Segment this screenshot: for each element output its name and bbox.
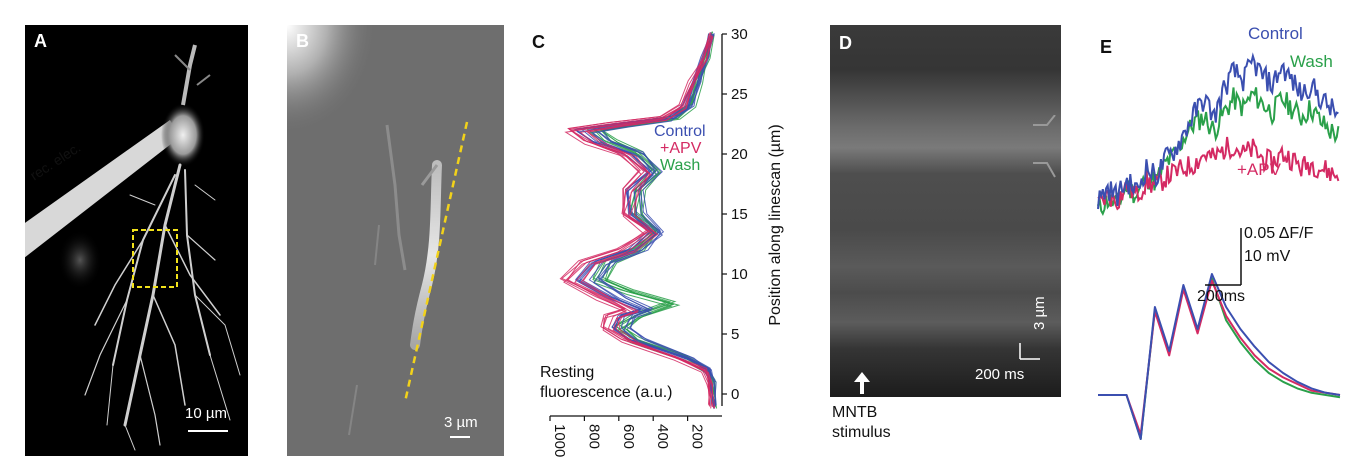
scale-label-a: 10 µm bbox=[185, 405, 227, 422]
panel-c-xlabel-line1: Resting bbox=[540, 364, 595, 381]
c-y-tick-label: 10 bbox=[731, 266, 748, 283]
stimulus-label-line1: MNTB bbox=[832, 404, 878, 421]
c-series-line-control bbox=[594, 33, 717, 406]
panel-a: A rec. elec. 10 µm bbox=[25, 25, 248, 456]
panel-label-d: D bbox=[839, 33, 852, 53]
c-y-tick-label: 0 bbox=[731, 386, 739, 403]
panel-a-micrograph bbox=[25, 44, 241, 451]
c-y-tick-label: 5 bbox=[731, 326, 739, 343]
scale-label-d-vertical: 3 µm bbox=[1031, 296, 1048, 330]
scale-label-time: 200ms bbox=[1197, 288, 1246, 305]
panel-d-linescan bbox=[830, 25, 1061, 397]
e-voltage-trace-control bbox=[1098, 273, 1341, 440]
c-x-tick-label: 600 bbox=[620, 424, 637, 449]
panel-b-micrograph bbox=[287, 25, 470, 438]
c-legend-wash: Wash bbox=[660, 157, 700, 174]
scale-label-d-horizontal: 200 ms bbox=[975, 366, 1025, 383]
stimulus-arrow bbox=[854, 372, 870, 394]
roi-box bbox=[132, 229, 178, 288]
c-x-tick-label: 1000 bbox=[551, 424, 568, 457]
scale-label-b: 3 µm bbox=[444, 414, 478, 431]
panel-d: D 3 µm 200 ms bbox=[830, 25, 1061, 397]
legend-e-wash: Wash bbox=[1290, 52, 1333, 71]
c-y-tick-label: 15 bbox=[731, 206, 748, 223]
panel-e: E Control Wash +APV 0.05 ΔF/F 10 mV 200m… bbox=[1090, 20, 1352, 440]
scale-label-mv: 10 mV bbox=[1244, 248, 1291, 265]
e-voltage-trace-apv bbox=[1098, 279, 1341, 436]
region-markers bbox=[1033, 115, 1056, 178]
c-y-tick-label: 30 bbox=[731, 26, 748, 43]
c-legend-apv: +APV bbox=[660, 140, 702, 157]
panel-label-b: B bbox=[296, 31, 309, 51]
scale-label-df: 0.05 ΔF/F bbox=[1244, 225, 1314, 242]
c-series-line-apv bbox=[580, 36, 716, 409]
panel-c: 0 5 10 15 20 25 30 1000 800 600 400 200 Position alo… bbox=[520, 20, 810, 466]
panel-c-chart: 0 5 10 15 20 25 30 1000 800 600 400 200 Position alo… bbox=[549, 26, 784, 457]
stimulus-label-line2: stimulus bbox=[832, 424, 891, 441]
panel-b: B 3 µm bbox=[287, 25, 504, 456]
legend-e-control: Control bbox=[1248, 24, 1303, 43]
panel-label-c: C bbox=[532, 32, 545, 52]
c-y-tick-label: 20 bbox=[731, 146, 748, 163]
c-x-tick-label: 200 bbox=[689, 424, 706, 449]
e-calcium-trace-control bbox=[1097, 52, 1339, 210]
c-series-line-apv bbox=[563, 36, 715, 409]
e-calcium-trace-apv bbox=[1097, 136, 1340, 211]
c-series-line-control bbox=[588, 33, 713, 406]
c-series-line-apv bbox=[561, 32, 711, 405]
panel-c-xlabel-line2: fluorescence (a.u.) bbox=[540, 384, 673, 401]
c-y-axis-label: Position along linescan (µm) bbox=[767, 124, 784, 325]
panel-label-a: A bbox=[34, 31, 47, 51]
panel-e-traces bbox=[1097, 52, 1341, 440]
c-y-tick-label: 25 bbox=[731, 86, 748, 103]
panel-label-e: E bbox=[1100, 37, 1113, 57]
c-x-tick-label: 800 bbox=[585, 424, 602, 449]
c-legend-control: Control bbox=[654, 123, 706, 140]
c-x-tick-label: 400 bbox=[654, 424, 671, 449]
legend-e-apv: +APV bbox=[1237, 160, 1281, 179]
